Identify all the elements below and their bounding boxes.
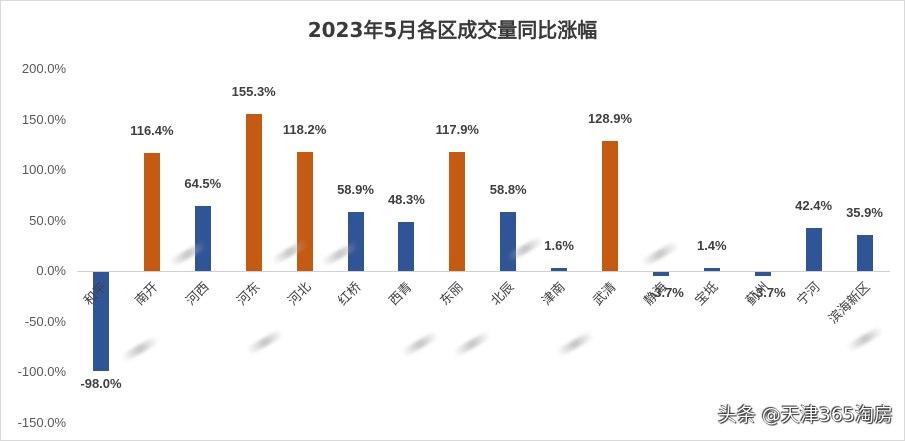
bar bbox=[500, 211, 517, 271]
y-tick-label: 150.0% bbox=[21, 111, 66, 127]
data-label: -3.7% bbox=[751, 285, 786, 300]
data-label: 118.2% bbox=[282, 121, 327, 137]
data-label: 1.6% bbox=[544, 238, 574, 253]
data-label: 35.9% bbox=[846, 204, 883, 220]
data-label: 117.9% bbox=[435, 121, 479, 137]
watermark: 头条 @天津365淘房 bbox=[717, 404, 893, 426]
bar bbox=[245, 114, 262, 271]
bar bbox=[754, 272, 771, 276]
y-tick-label: -100.0% bbox=[17, 364, 66, 379]
bar bbox=[398, 222, 415, 271]
bar bbox=[93, 272, 109, 371]
bar bbox=[194, 205, 211, 271]
data-label: -3.7% bbox=[649, 285, 684, 300]
data-label: 42.4% bbox=[795, 198, 833, 214]
bar bbox=[703, 268, 720, 271]
y-tick-label: -150.0% bbox=[17, 414, 66, 430]
bar bbox=[143, 153, 160, 271]
data-label: -98.0% bbox=[80, 375, 122, 391]
bar bbox=[449, 151, 466, 271]
chart-title: 2023年5月各区成交量同比涨幅 bbox=[307, 18, 598, 42]
data-label: 64.5% bbox=[184, 175, 222, 191]
data-label: 116.4% bbox=[130, 123, 174, 139]
data-label: 58.8% bbox=[489, 181, 527, 197]
y-tick-label: -50.0% bbox=[24, 313, 66, 329]
bar bbox=[602, 140, 618, 271]
bar bbox=[551, 268, 568, 271]
zero-axis-line bbox=[77, 271, 890, 272]
bar bbox=[856, 234, 873, 271]
bar bbox=[652, 272, 669, 276]
y-tick-label: 0.0% bbox=[36, 263, 66, 278]
bar bbox=[296, 151, 313, 271]
data-label: 48.3% bbox=[387, 192, 425, 208]
y-tick-label: 50.0% bbox=[29, 212, 66, 228]
y-tick-label: 100.0% bbox=[21, 162, 66, 177]
bar bbox=[805, 228, 822, 271]
y-tick-label: 200.0% bbox=[21, 61, 66, 76]
data-label: 128.9% bbox=[587, 110, 633, 126]
data-label: 58.9% bbox=[337, 181, 374, 197]
data-label: 1.4% bbox=[696, 238, 727, 253]
data-label: 155.3% bbox=[231, 84, 276, 100]
